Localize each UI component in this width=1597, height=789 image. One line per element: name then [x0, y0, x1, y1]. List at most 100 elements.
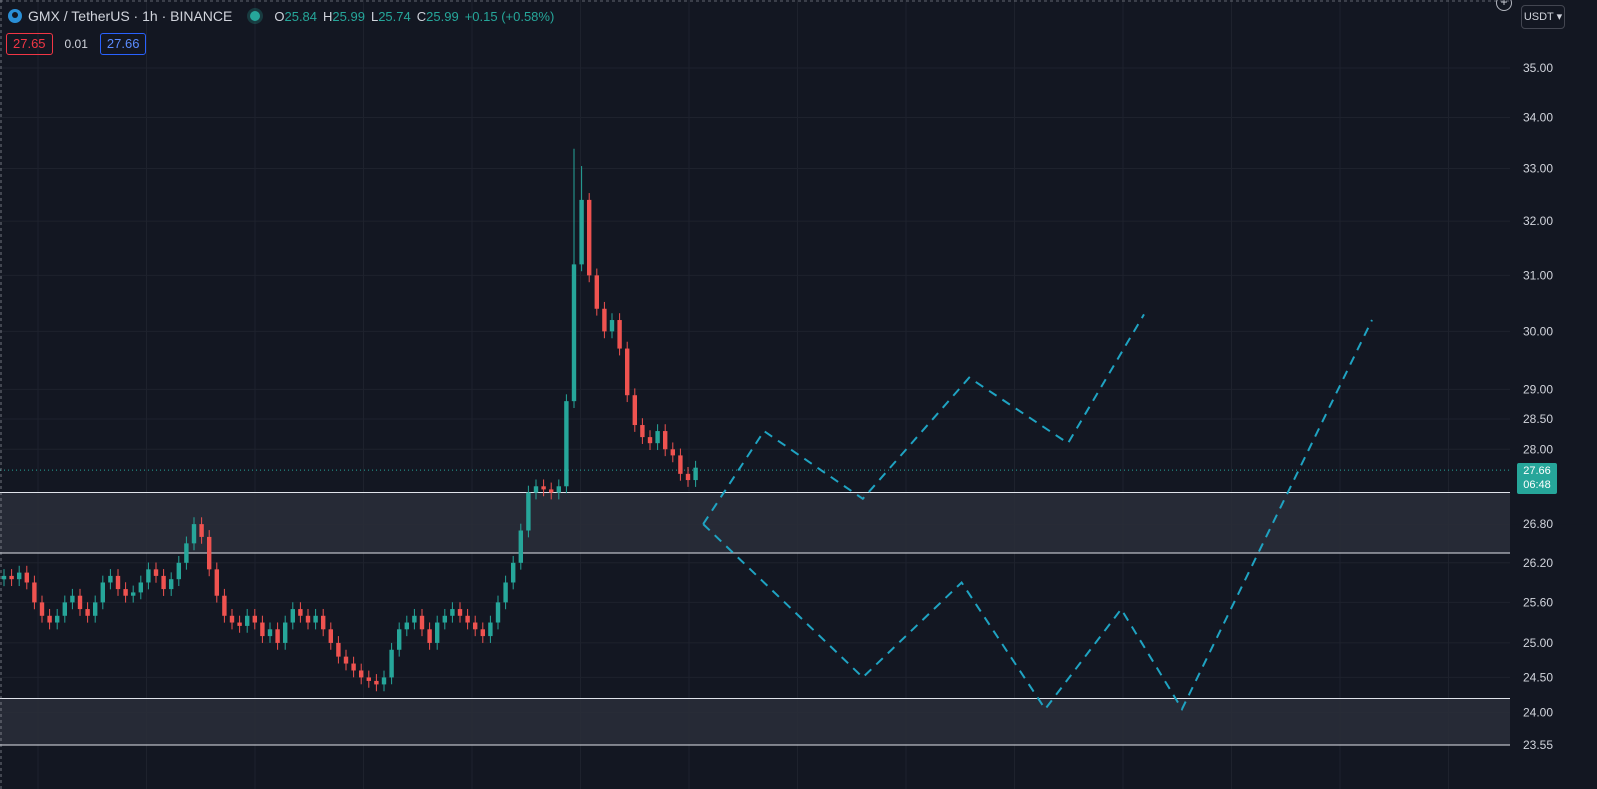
price-tick-label: 25.60	[1523, 595, 1553, 609]
candle	[541, 479, 546, 497]
currency-selector[interactable]: USDT ▾	[1521, 5, 1565, 29]
candle	[564, 394, 569, 494]
candle	[55, 608, 60, 630]
candle	[115, 569, 121, 596]
candle	[374, 674, 379, 692]
candles	[1, 148, 698, 692]
candle	[465, 608, 470, 630]
ohlc-change: +0.15 (+0.58%)	[464, 8, 555, 24]
candle	[229, 608, 235, 630]
candle	[495, 595, 501, 630]
candle	[609, 313, 615, 339]
candle	[32, 575, 37, 610]
sell-button[interactable]: 27.65	[6, 33, 53, 55]
candle	[503, 575, 508, 610]
candle	[267, 622, 273, 643]
candle	[146, 562, 151, 590]
candle	[176, 555, 181, 587]
candle	[473, 615, 478, 637]
candle	[359, 663, 364, 685]
candle	[404, 615, 409, 637]
candle	[47, 608, 52, 630]
candle	[427, 622, 432, 650]
price-tick-label: 26.20	[1523, 556, 1553, 570]
candle	[305, 608, 311, 630]
price-axis[interactable]: 35.00 34.00 33.00 32.00 31.00 30.00 29.00 28.50…	[1523, 61, 1553, 752]
candle	[526, 485, 531, 538]
candle	[93, 595, 98, 623]
candle	[655, 424, 660, 451]
candle	[153, 562, 159, 583]
candle	[100, 575, 105, 610]
candle	[77, 588, 83, 616]
symbol-title[interactable]: GMX / TetherUS · 1h · BINANCE	[28, 8, 233, 24]
candle	[17, 565, 22, 587]
price-tick-label: 25.00	[1523, 636, 1553, 650]
candle	[647, 430, 653, 451]
market-status-icon[interactable]	[250, 11, 261, 21]
candle	[169, 572, 174, 596]
candle	[587, 193, 592, 283]
price-tick-label: 23.55	[1523, 738, 1553, 752]
candle	[480, 622, 485, 643]
candle	[693, 460, 698, 487]
add-plus-icon[interactable]: +	[1496, 0, 1512, 11]
candle	[625, 341, 630, 403]
price-tick-label: 33.00	[1523, 162, 1553, 176]
price-tick-label: 24.00	[1523, 706, 1553, 720]
candle	[252, 608, 257, 630]
candle	[435, 615, 440, 650]
symbol-header: GMX / TetherUS · 1h · BINANCE O25.84 H25…	[8, 6, 554, 26]
candle	[260, 615, 265, 643]
projection-path-2[interactable]	[702, 319, 1373, 712]
candle	[328, 622, 333, 650]
ohlc-high: H25.99	[323, 8, 365, 24]
candle	[640, 418, 645, 444]
quote-bar: 27.65 0.01 27.66	[6, 33, 147, 55]
candle	[579, 166, 584, 272]
candle	[290, 602, 295, 630]
candle	[39, 595, 45, 623]
candle	[670, 442, 675, 463]
candle	[343, 649, 349, 671]
candle	[184, 536, 189, 570]
price-tick-label: 28.00	[1523, 442, 1553, 456]
candle	[663, 424, 668, 457]
candle	[389, 642, 394, 685]
candle	[298, 602, 303, 623]
candle	[191, 517, 197, 551]
candle	[351, 656, 356, 678]
price-tick-label: 28.50	[1523, 412, 1553, 426]
candle	[62, 595, 67, 623]
candle	[442, 608, 447, 630]
candle	[594, 268, 599, 316]
last-price-tag: 27.66 06:48	[1517, 463, 1557, 494]
candle	[275, 622, 280, 650]
ohlc-open: O25.84	[274, 8, 318, 24]
candle	[617, 313, 622, 356]
candle	[313, 608, 318, 630]
zone-rect	[0, 698, 1510, 745]
chart-grid	[0, 0, 1510, 789]
price-tick-label: 35.00	[1523, 61, 1553, 75]
price-tick-label: 32.00	[1523, 214, 1553, 228]
buy-button[interactable]: 27.66	[99, 33, 147, 55]
ohlc-low: L25.74	[370, 8, 411, 24]
candle	[283, 615, 288, 650]
candle	[533, 479, 539, 500]
candle	[222, 588, 227, 623]
gmx-logo-icon	[8, 9, 22, 23]
candle	[237, 615, 242, 633]
projection-path-1[interactable]	[702, 313, 1145, 525]
candle	[1, 569, 7, 587]
price-tick-label: 26.80	[1523, 517, 1553, 531]
ohlc-close: C25.99	[416, 8, 459, 24]
candle	[419, 608, 425, 637]
candle	[450, 602, 455, 623]
candle	[366, 670, 371, 688]
candle	[138, 575, 143, 600]
candle	[85, 602, 90, 623]
support-zones	[0, 492, 1510, 746]
candle	[381, 670, 387, 692]
